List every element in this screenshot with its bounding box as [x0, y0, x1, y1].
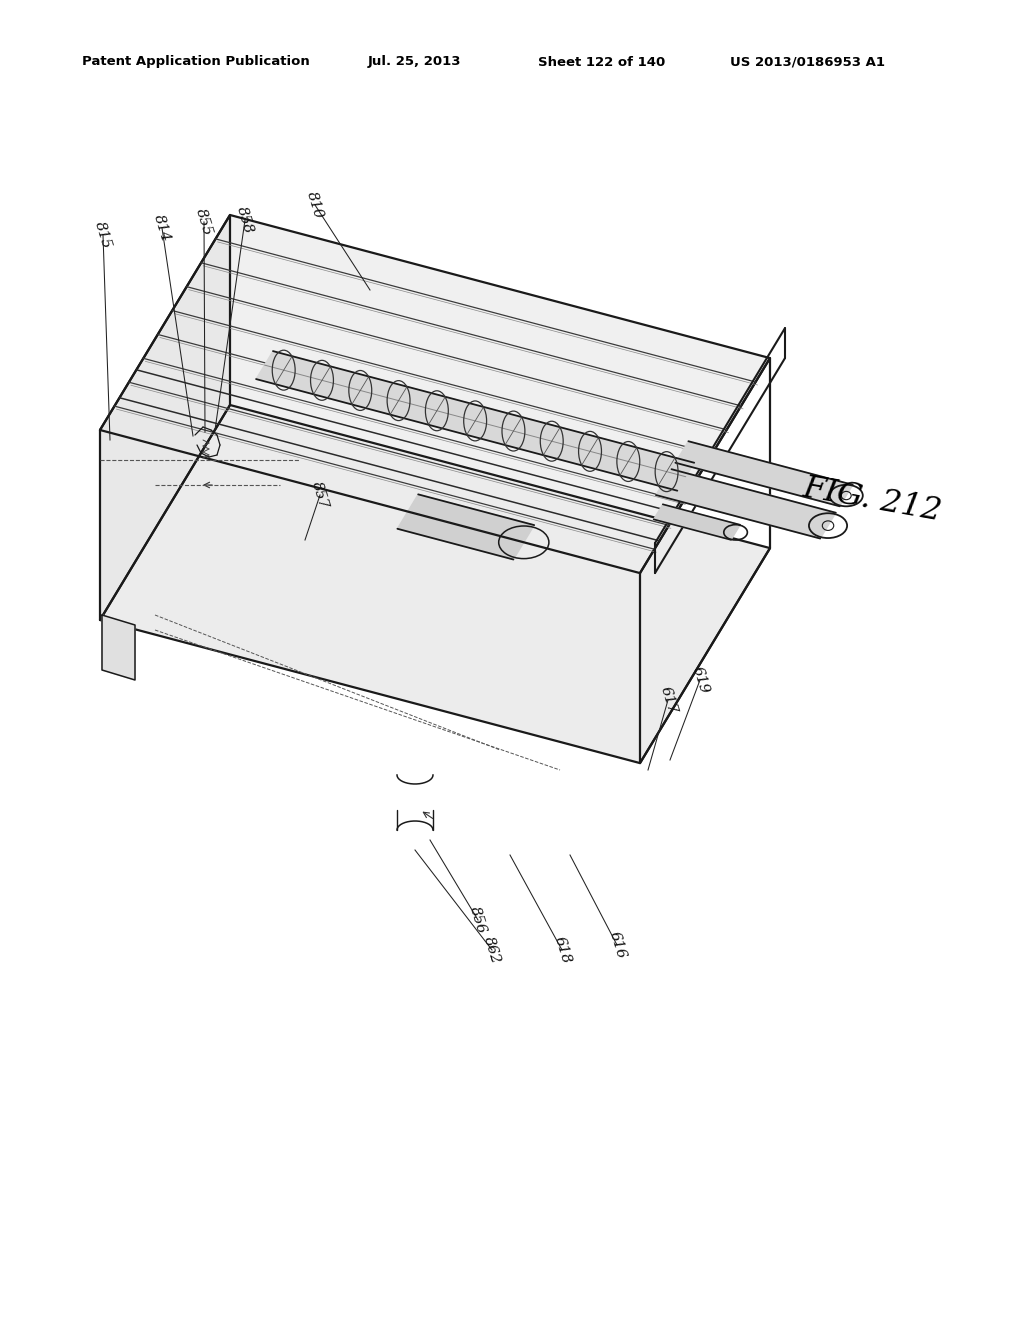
Polygon shape [656, 469, 836, 539]
Text: 618: 618 [551, 935, 572, 965]
Polygon shape [397, 495, 535, 560]
Text: 815: 815 [92, 219, 114, 251]
Text: US 2013/0186953 A1: US 2013/0186953 A1 [730, 55, 885, 69]
Text: FIG. 212: FIG. 212 [800, 473, 944, 528]
Text: Patent Application Publication: Patent Application Publication [82, 55, 309, 69]
Text: 855: 855 [194, 207, 215, 238]
Text: 619: 619 [689, 665, 711, 696]
Polygon shape [102, 615, 135, 680]
Text: Sheet 122 of 140: Sheet 122 of 140 [538, 55, 666, 69]
Polygon shape [256, 351, 694, 491]
Polygon shape [676, 441, 853, 507]
Text: 857: 857 [309, 479, 331, 511]
Text: 616: 616 [606, 929, 628, 961]
Text: 810: 810 [304, 190, 326, 220]
Text: 814: 814 [152, 213, 173, 243]
Polygon shape [100, 215, 230, 620]
Text: 856: 856 [467, 904, 488, 936]
Text: Jul. 25, 2013: Jul. 25, 2013 [368, 55, 462, 69]
Polygon shape [100, 405, 770, 763]
Text: 858: 858 [234, 205, 256, 235]
Text: 862: 862 [481, 935, 503, 965]
Text: 617: 617 [657, 685, 679, 715]
Polygon shape [100, 215, 770, 573]
Polygon shape [653, 504, 740, 540]
